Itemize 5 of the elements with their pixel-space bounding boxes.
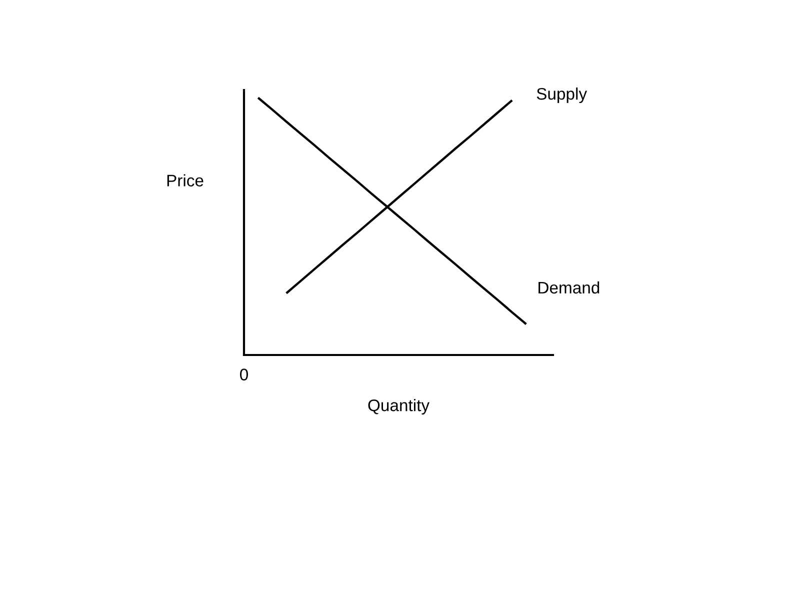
series-label: Demand xyxy=(538,281,600,294)
text: 0 xyxy=(240,368,248,380)
x-axis-title: Quantity xyxy=(368,399,430,415)
y-axis-title: Price xyxy=(167,174,204,186)
series-label: Supply xyxy=(536,88,588,104)
